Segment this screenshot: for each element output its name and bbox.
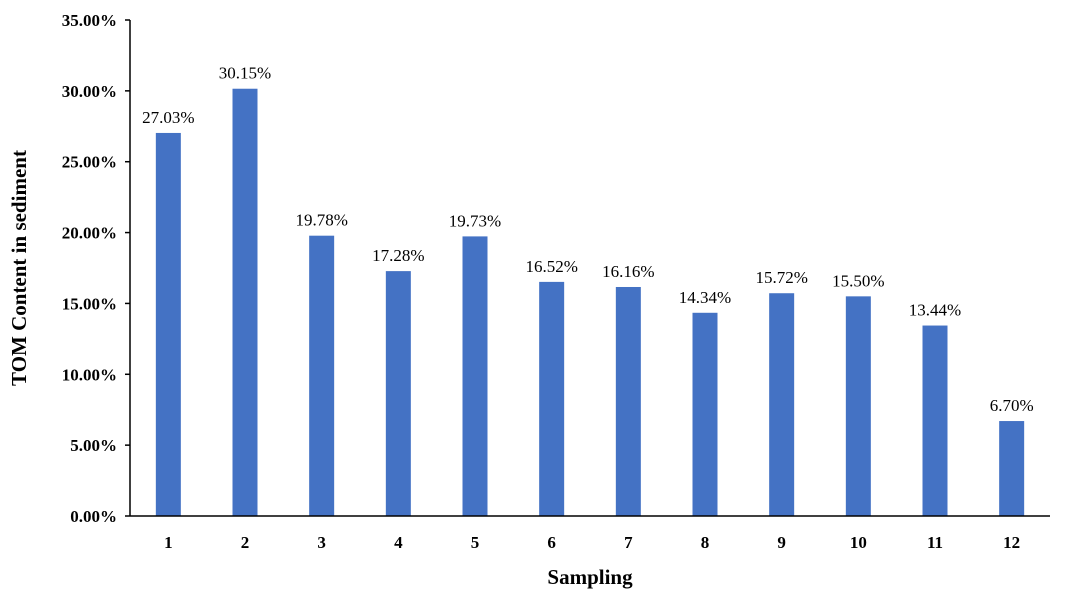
x-tick-label: 12 — [1003, 533, 1020, 552]
x-tick-label: 1 — [164, 533, 173, 552]
y-axis-title: TOM Content in sediment — [7, 150, 31, 386]
y-tick-label: 20.00% — [62, 224, 117, 243]
y-tick-label: 35.00% — [62, 11, 117, 30]
x-tick-label: 8 — [701, 533, 710, 552]
bar — [155, 132, 181, 516]
x-tick-label: 11 — [927, 533, 943, 552]
y-tick-label: 30.00% — [62, 82, 117, 101]
bar — [999, 421, 1025, 516]
x-tick-label: 6 — [547, 533, 556, 552]
bar — [385, 271, 411, 516]
bar — [769, 293, 795, 516]
data-label: 27.03% — [142, 108, 194, 127]
x-tick-label: 7 — [624, 533, 633, 552]
data-labels: 27.03% 30.15% 19.78% 17.28% 19.73% 16.52% 16.1… — [142, 64, 1034, 415]
x-tick-label: 5 — [471, 533, 480, 552]
x-tick-label: 10 — [850, 533, 867, 552]
x-axis-title: Sampling — [547, 565, 633, 589]
bar — [922, 325, 948, 516]
x-tick-label: 9 — [777, 533, 786, 552]
data-label: 16.16% — [602, 262, 654, 281]
bar — [539, 281, 565, 516]
y-axis-ticks: 0.00% 5.00% 10.00% 15.00% 20.00% 25.00% 30.00%… — [62, 11, 130, 526]
bar — [692, 312, 718, 516]
data-label: 14.34% — [679, 288, 731, 307]
data-label: 19.73% — [449, 211, 501, 230]
x-tick-label: 4 — [394, 533, 403, 552]
y-tick-label: 10.00% — [62, 365, 117, 384]
x-tick-label: 2 — [241, 533, 250, 552]
data-label: 19.78% — [295, 211, 347, 230]
bar — [462, 236, 488, 517]
bar — [309, 235, 335, 516]
bar — [615, 286, 641, 516]
data-label: 15.50% — [832, 271, 884, 290]
y-tick-label: 0.00% — [70, 507, 117, 526]
data-label: 13.44% — [909, 301, 961, 320]
data-label: 6.70% — [990, 396, 1034, 415]
data-label: 15.72% — [755, 268, 807, 287]
data-label: 17.28% — [372, 246, 424, 265]
y-tick-label: 5.00% — [70, 436, 117, 455]
data-label: 16.52% — [525, 257, 577, 276]
bars — [155, 88, 1025, 517]
bar — [845, 296, 871, 516]
data-label: 30.15% — [219, 64, 271, 83]
y-tick-label: 15.00% — [62, 294, 117, 313]
bar — [232, 88, 258, 516]
x-axis-ticks: 1 2 3 4 5 6 7 8 9 10 11 12 — [164, 533, 1020, 552]
y-tick-label: 25.00% — [62, 153, 117, 172]
x-tick-label: 3 — [317, 533, 326, 552]
